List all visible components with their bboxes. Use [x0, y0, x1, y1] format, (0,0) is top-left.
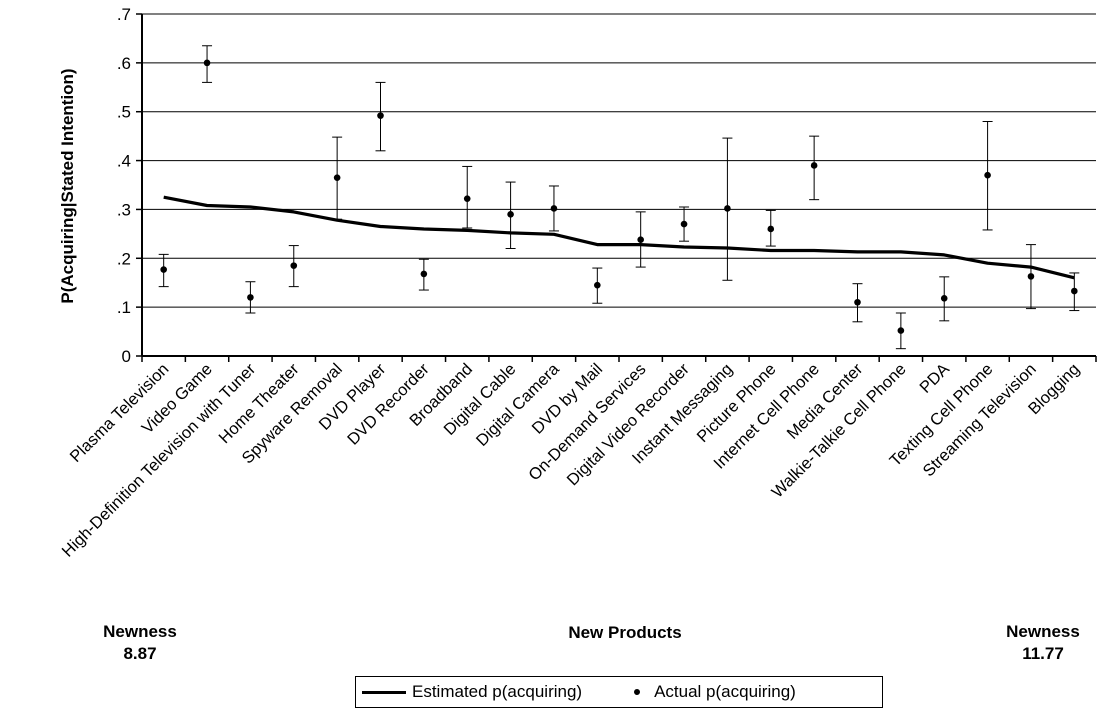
actual-point	[680, 220, 688, 228]
y-tick-label: .1	[117, 298, 131, 317]
legend: Estimated p(acquiring) Actual p(acquirin…	[355, 676, 883, 708]
actual-point	[897, 327, 905, 334]
actual-point	[507, 211, 514, 218]
newness-left-value: 8.87	[123, 644, 157, 663]
actual-point	[420, 270, 428, 278]
axes	[141, 14, 1096, 357]
actual-point	[767, 225, 775, 233]
actual-point	[854, 298, 861, 306]
x-axis-ticks	[141, 356, 1097, 362]
y-axis-ticks: 0 .1 .2 .3 .4 .5 .6 .7	[117, 5, 142, 366]
actual-point	[160, 266, 167, 273]
actual-point	[463, 195, 471, 202]
legend-item-estimated: Estimated p(acquiring)	[356, 682, 582, 702]
actual-points-series	[160, 59, 1078, 334]
category-label: PDA	[916, 360, 953, 397]
y-axis-label: P(Acquiring|Stated Intention)	[58, 68, 77, 303]
y-tick-label: .5	[117, 103, 131, 122]
legend-item-actual: Actual p(acquiring)	[634, 682, 796, 702]
actual-point	[550, 205, 558, 212]
actual-point	[290, 262, 298, 269]
category-label: High-Definition Television with Tuner	[59, 360, 260, 561]
actual-point	[810, 162, 818, 169]
newness-right-annotation: Newness 11.77	[973, 621, 1099, 665]
y-tick-label: .2	[117, 249, 131, 268]
y-tick-label: 0	[122, 347, 131, 366]
actual-point	[594, 281, 601, 289]
actual-point	[1027, 273, 1035, 280]
legend-label-actual: Actual p(acquiring)	[654, 682, 796, 701]
y-tick-label: .7	[117, 5, 131, 24]
x-axis-label: New Products	[568, 623, 682, 642]
newness-left-label: Newness	[103, 622, 177, 641]
y-tick-label: .4	[117, 152, 131, 171]
error-bars	[158, 45, 1080, 350]
legend-dot-swatch	[634, 689, 641, 695]
estimated-line-series	[163, 195, 1075, 280]
newness-left-annotation: Newness 8.87	[70, 621, 210, 665]
legend-line-swatch	[362, 690, 406, 694]
category-label: Media Center	[784, 360, 867, 443]
actual-point	[637, 236, 644, 244]
actual-point	[377, 112, 384, 119]
actual-point	[333, 174, 341, 181]
actual-point	[984, 171, 991, 179]
actual-point	[1071, 287, 1078, 295]
actual-point	[203, 59, 211, 67]
actual-point	[940, 295, 948, 302]
actual-point	[247, 294, 254, 301]
estimated-line	[163, 195, 1075, 280]
y-tick-label: .3	[117, 200, 131, 219]
gridlines	[142, 13, 1096, 308]
legend-label-estimated: Estimated p(acquiring)	[412, 682, 583, 701]
newness-right-label: Newness	[1006, 622, 1080, 641]
y-tick-label: .6	[117, 54, 131, 73]
newness-right-value: 11.77	[1022, 644, 1064, 663]
actual-point	[724, 205, 731, 212]
